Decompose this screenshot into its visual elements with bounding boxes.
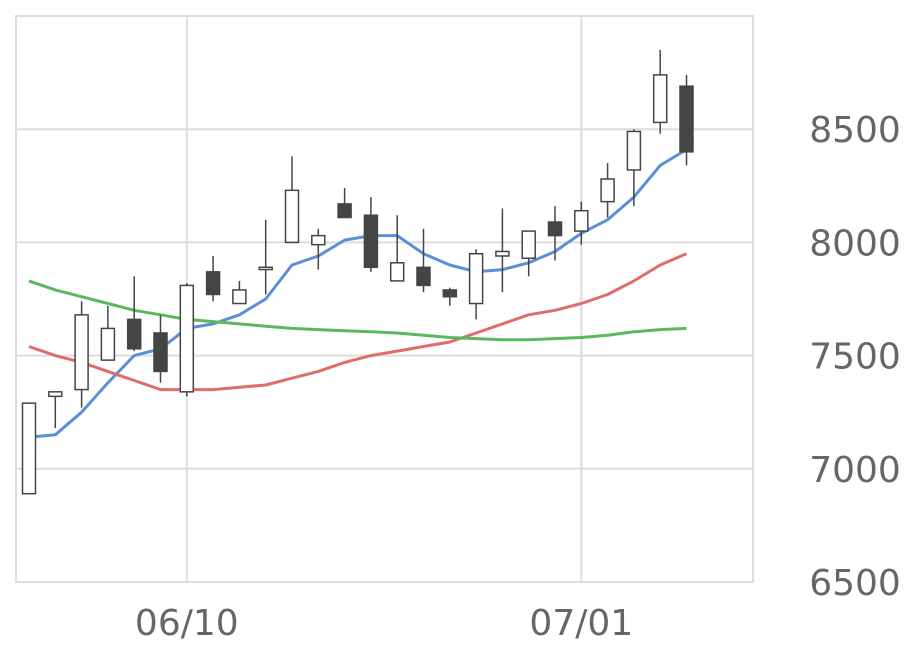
candle [652,49,668,134]
candle [442,287,458,306]
moving-average-line-2 [28,252,688,392]
candle [153,314,168,383]
candle-body [600,178,615,203]
candle [626,129,642,207]
candle [574,201,589,245]
candle-body [389,262,405,282]
candle [311,228,326,270]
candle-body [337,203,352,219]
candle-body [100,327,116,361]
moving-average-line-3 [28,279,687,342]
candle-body [232,289,247,305]
plot-background [15,15,754,583]
candle [48,391,63,429]
candle-body [574,209,589,232]
candle [547,206,563,261]
candles [21,49,694,495]
candle-body [652,74,668,124]
candle [258,219,273,295]
candle [337,188,352,219]
candle-body [284,189,300,244]
candle [416,228,431,293]
candle [284,156,300,244]
candle [389,215,405,282]
y-axis-ticks: 6500 7000 7500 8000 8500 [809,110,901,604]
candle [179,283,195,397]
candle-body [311,234,326,246]
candle-body [468,252,484,305]
candle-body [521,230,536,259]
candle-body [48,391,63,398]
y-tick-label: 6500 [809,563,901,604]
candle [679,74,694,166]
candle-body [179,284,195,393]
x-axis-ticks: 06/10 07/01 [135,603,633,644]
candle [205,255,221,302]
candle-body [442,289,458,298]
candle [126,276,142,352]
candle-body [547,221,563,237]
candle-body [626,130,642,171]
candle [521,230,536,277]
x-tick-label: 07/01 [529,603,633,644]
candle-body [126,318,142,350]
candle-body [153,332,168,373]
candle [21,402,37,495]
candle-body [495,250,510,257]
candle [74,301,89,408]
moving-average-line-1 [28,148,688,439]
candle-body [74,314,89,391]
y-tick-label: 7000 [809,450,901,491]
candle [100,305,116,361]
candle [495,208,510,293]
candle-body [21,402,37,495]
x-tick-label: 06/10 [135,603,239,644]
y-tick-label: 8500 [809,110,901,151]
candle-body [679,85,694,153]
candle-body [205,271,221,296]
candle-body [363,214,379,269]
moving-average-lines [28,148,688,439]
candle-body [416,266,431,287]
candle [600,163,615,218]
candle [363,197,379,272]
y-tick-label: 8000 [809,223,901,264]
y-tick-label: 7500 [809,337,901,378]
candle [468,249,484,320]
candle [232,280,247,305]
candle-body [258,266,273,271]
